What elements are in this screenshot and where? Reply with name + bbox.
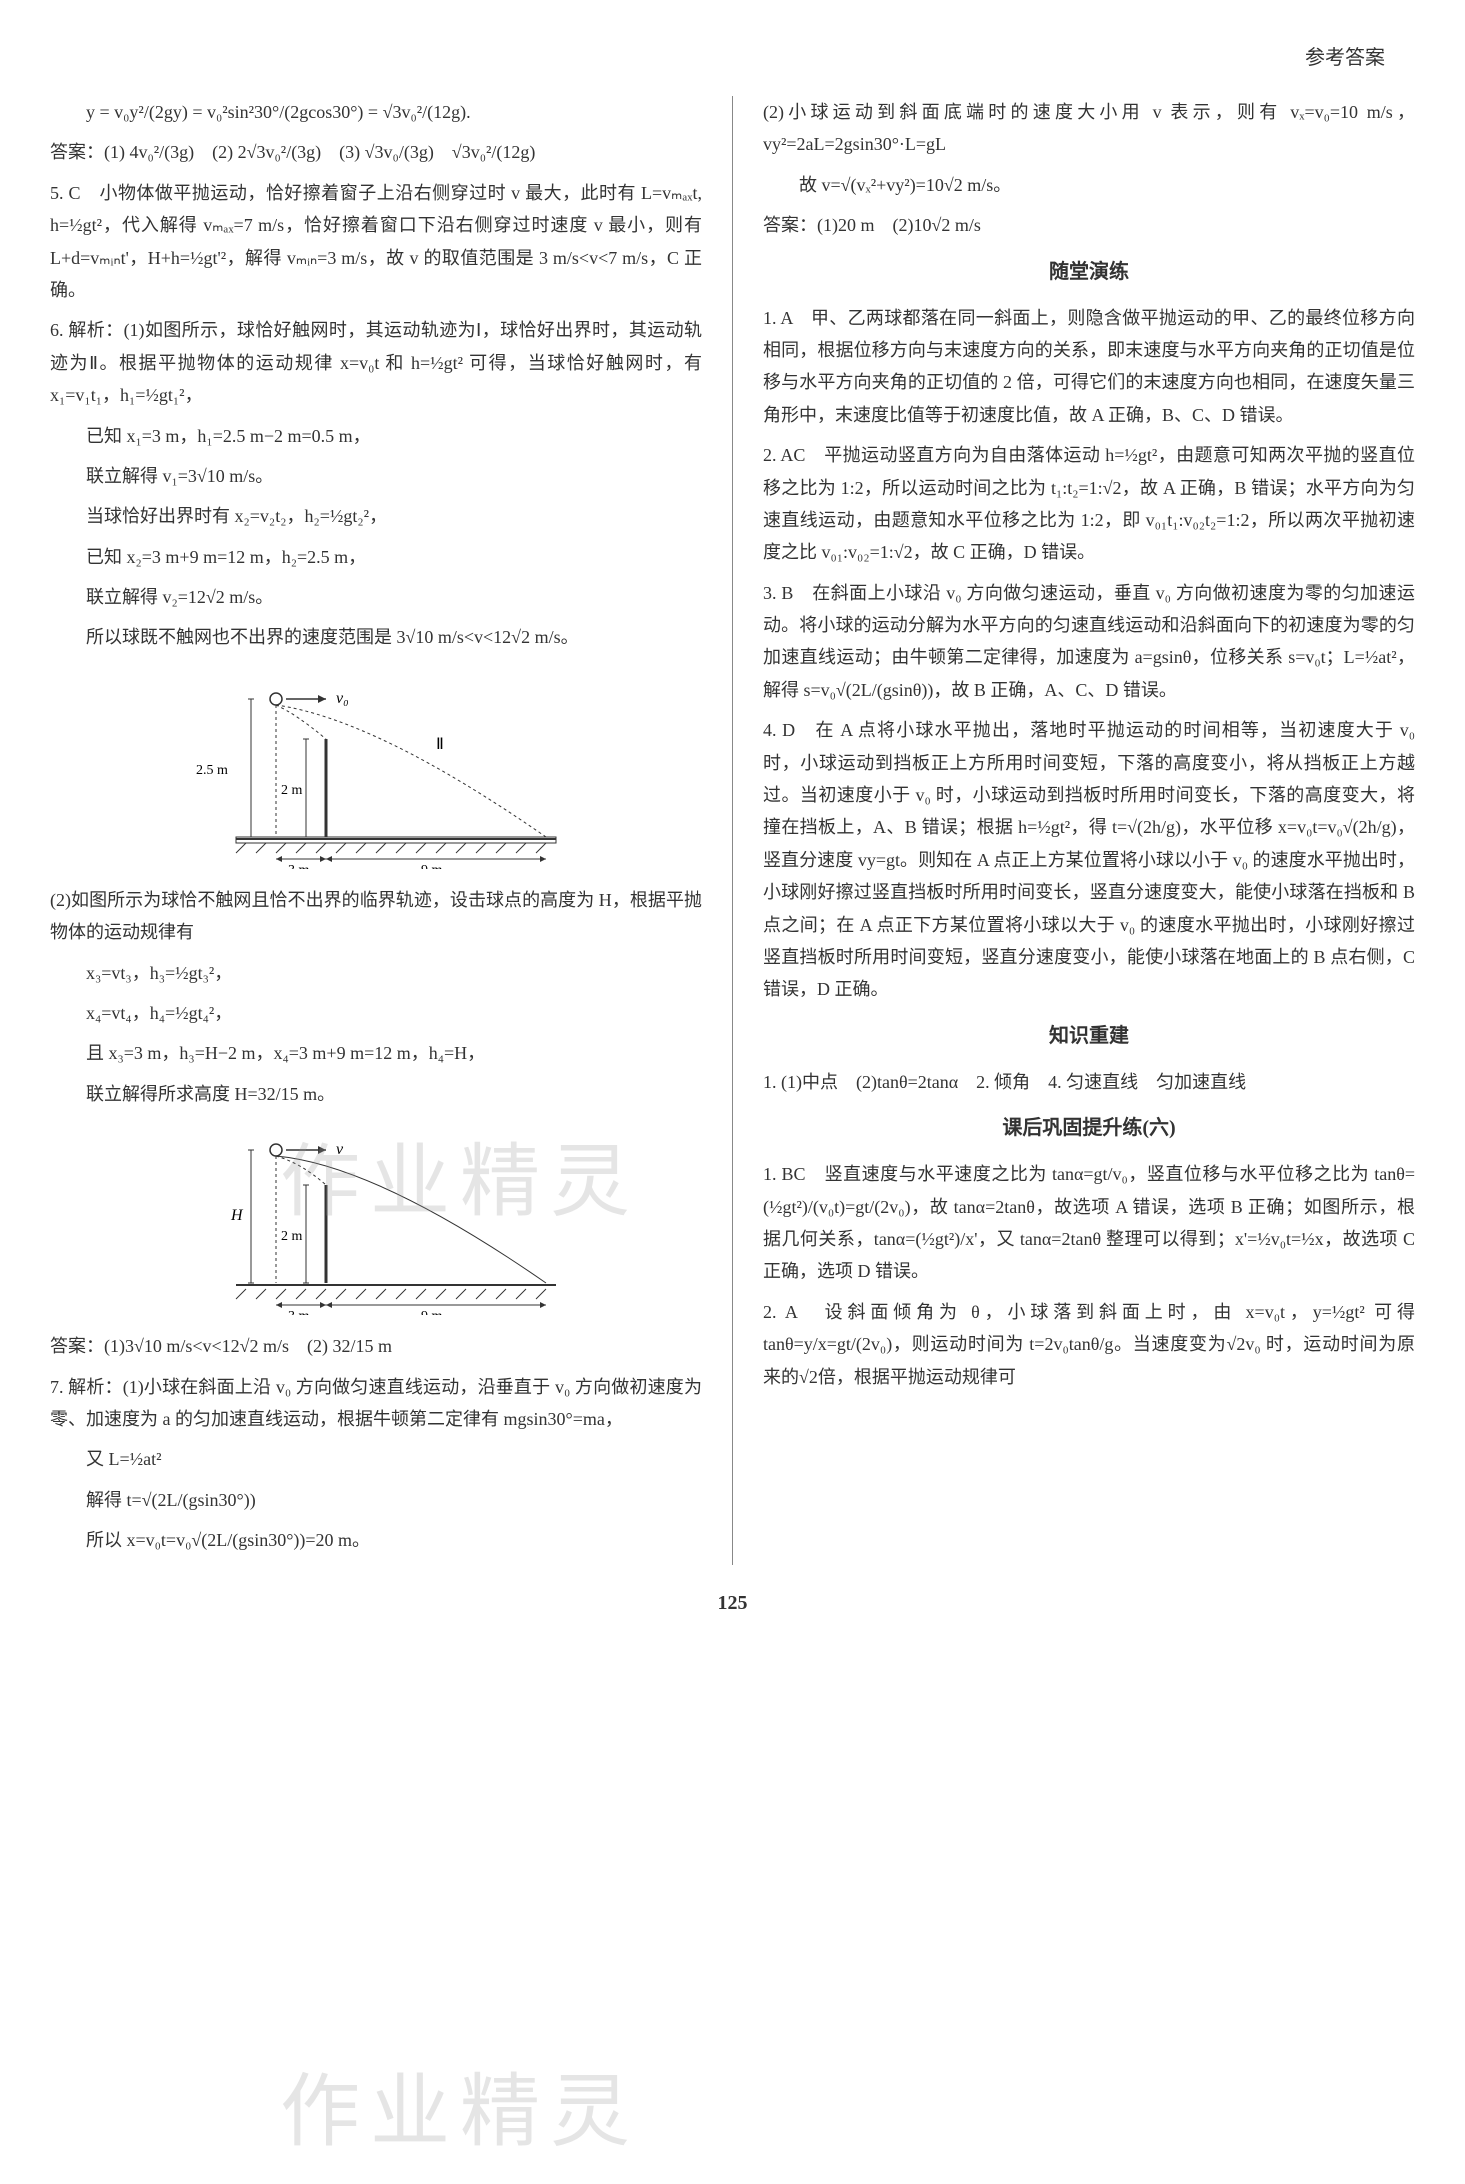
track-2-label: Ⅱ <box>436 736 444 753</box>
answer-6: 答案：(1)3√10 m/s<v<12√2 m/s (2) 32/15 m <box>50 1330 702 1362</box>
answer-7: 答案：(1)20 m (2)10√2 m/s <box>763 209 1415 241</box>
trajectory-diagram-1: v₀ Ⅱ 2.5 m 2 m 3 m 9 m <box>176 669 576 869</box>
solve-t: 解得 t=√(2L/(gsin30°)) <box>50 1484 702 1516</box>
kehou-2: 2. A 设斜面倾角为 θ，小球落到斜面上时，由 x=v₀t，y=½gt² 可得… <box>763 1296 1415 1393</box>
eq-x4: x₄=vt₄，h₄=½gt₄²， <box>50 997 702 1029</box>
height-2m-2: 2 m <box>281 1229 303 1244</box>
section-heading-zhishi: 知识重建 <box>763 1018 1415 1054</box>
part-2-analysis: (2)如图所示为球恰不触网且恰不出界的临界轨迹，设击球点的高度为 H，根据平抛物… <box>50 884 702 949</box>
page-header: 参考答案 <box>50 40 1415 76</box>
v0-label: v₀ <box>336 690 349 707</box>
page-wrapper: 作业精灵 作业精灵 参考答案 y = v₀y²/(2gy) = v₀²sin²3… <box>50 40 1415 1621</box>
solve-H: 联立解得所求高度 H=32/15 m。 <box>50 1078 702 1110</box>
section-heading-kehou: 课后巩固提升练(六) <box>763 1110 1415 1146</box>
dist-3m: 3 m <box>288 863 310 869</box>
right-column: (2)小球运动到斜面底端时的速度大小用 v 表示，则有 vₓ=v₀=10 m/s… <box>763 96 1415 1565</box>
column-divider <box>732 96 733 1565</box>
part-2-right: (2)小球运动到斜面底端时的速度大小用 v 表示，则有 vₓ=v₀=10 m/s… <box>763 96 1415 161</box>
known-values-3: 且 x₃=3 m，h₃=H−2 m，x₄=3 m+9 m=12 m，h₄=H， <box>50 1037 702 1069</box>
solve-x: 所以 x=v₀t=v₀√(2L/(gsin30°))=20 m。 <box>50 1524 702 1556</box>
known-values-1: 已知 x₁=3 m，h₁=2.5 m−2 m=0.5 m， <box>50 420 702 452</box>
dist-3m-2: 3 m <box>288 1309 310 1315</box>
dist-9m: 9 m <box>421 863 443 869</box>
page-number: 125 <box>50 1585 1415 1621</box>
suitang-3: 3. B 在斜面上小球沿 v₀ 方向做匀速运动，垂直 v₀ 方向做初速度为零的匀… <box>763 577 1415 707</box>
problem-5: 5. C 小物体做平抛运动，恰好擦着窗子上沿右侧穿过时 v 最大，此时有 L=v… <box>50 177 702 307</box>
height-H: H <box>230 1207 244 1224</box>
solve-v-right: 故 v=√(vₓ²+vy²)=10√2 m/s。 <box>763 169 1415 201</box>
two-column-layout: y = v₀y²/(2gy) = v₀²sin²30°/(2gcos30°) =… <box>50 96 1415 1565</box>
v-label-2: v <box>336 1141 344 1158</box>
eq-L: 又 L=½at² <box>50 1443 702 1475</box>
left-column: y = v₀y²/(2gy) = v₀²sin²30°/(2gcos30°) =… <box>50 96 702 1565</box>
answer-line: 答案：(1) 4v₀²/(3g) (2) 2√3v₀²/(3g) (3) √3v… <box>50 136 702 168</box>
height-2-5: 2.5 m <box>196 763 228 778</box>
solve-v1: 联立解得 v₁=3√10 m/s。 <box>50 460 702 492</box>
problem-7-analysis: 7. 解析：(1)小球在斜面上沿 v₀ 方向做匀速直线运动，沿垂直于 v₀ 方向… <box>50 1371 702 1436</box>
dist-9m-2: 9 m <box>421 1309 443 1315</box>
suitang-4: 4. D 在 A 点将小球水平抛出，落地时平抛运动的时间相等，当初速度大于 v₀… <box>763 714 1415 1006</box>
height-2m: 2 m <box>281 783 303 798</box>
section-heading-suitang: 随堂演练 <box>763 254 1415 290</box>
kehou-1: 1. BC 竖直速度与水平速度之比为 tanα=gt/v₀，竖直位移与水平位移之… <box>763 1158 1415 1288</box>
velocity-range: 所以球既不触网也不出界的速度范围是 3√10 m/s<v<12√2 m/s。 <box>50 621 702 653</box>
zhishi-1: 1. (1)中点 (2)tanθ=2tanα 2. 倾角 4. 匀速直线 匀加速… <box>763 1066 1415 1098</box>
watermark-2: 作业精灵 <box>280 2040 640 2184</box>
boundary-case: 当球恰好出界时有 x₂=v₂t₂，h₂=½gt₂²， <box>50 500 702 532</box>
known-values-2: 已知 x₂=3 m+9 m=12 m，h₂=2.5 m， <box>50 541 702 573</box>
suitang-2: 2. AC 平抛运动竖直方向为自由落体运动 h=½gt²，由题意可知两次平抛的竖… <box>763 439 1415 569</box>
problem-6-analysis: 6. 解析：(1)如图所示，球恰好触网时，其运动轨迹为Ⅰ，球恰好出界时，其运动轨… <box>50 314 702 411</box>
solve-v2: 联立解得 v₂=12√2 m/s。 <box>50 581 702 613</box>
equation-line: y = v₀y²/(2gy) = v₀²sin²30°/(2gcos30°) =… <box>50 96 702 128</box>
trajectory-diagram-2: v H 2 m 3 m 9 m <box>176 1125 576 1315</box>
eq-x3: x₃=vt₃，h₃=½gt₃²， <box>50 957 702 989</box>
suitang-1: 1. A 甲、乙两球都落在同一斜面上，则隐含做平抛运动的甲、乙的最终位移方向相同… <box>763 302 1415 432</box>
